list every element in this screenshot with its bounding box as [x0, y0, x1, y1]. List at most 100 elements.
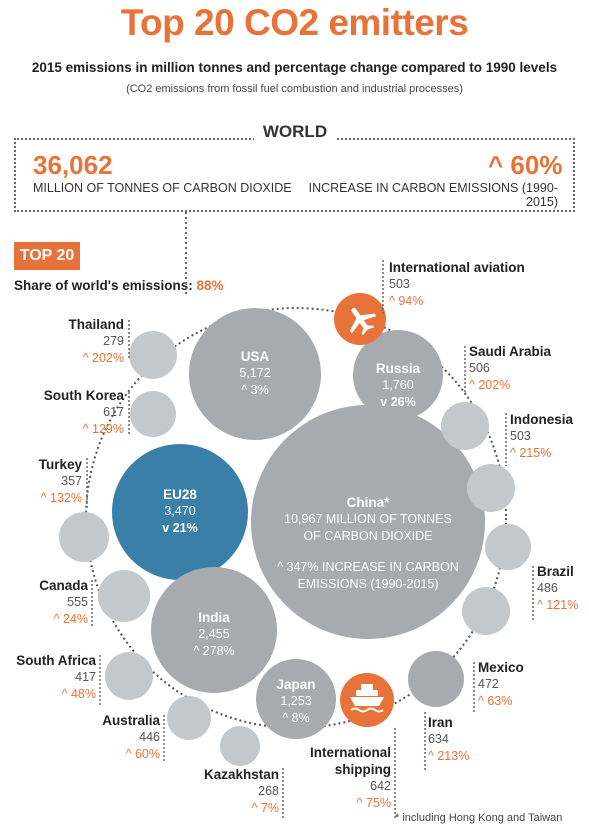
- brazil-change: ^ 121%: [537, 598, 579, 612]
- saudi-arabia-label: Saudi Arabia 506 ^ 202%: [469, 343, 584, 394]
- aviation-name: International aviation: [389, 260, 525, 275]
- india-name: India: [198, 610, 230, 625]
- canada-value: 555: [67, 595, 88, 609]
- share-label: Share of world's emissions:: [14, 278, 193, 293]
- indonesia-value: 503: [510, 429, 531, 443]
- japan-bubble: [256, 659, 336, 739]
- share-value: 88%: [196, 278, 224, 293]
- world-emissions-value: 36,062: [33, 150, 113, 180]
- iran-change: ^ 213%: [428, 749, 470, 763]
- mexico-value: 472: [478, 677, 499, 691]
- shipping-value: 642: [370, 779, 391, 793]
- turkey-label: Turkey 357 ^ 132%: [10, 456, 82, 507]
- australia-bubble: [167, 696, 211, 740]
- share-of-world-emissions: Share of world's emissions: 88%: [14, 278, 224, 293]
- iran-value: 634: [428, 732, 449, 746]
- saudi-arabia-bubble: [441, 402, 489, 450]
- brazil-name: Brazil: [537, 564, 574, 579]
- saudi-arabia-change: ^ 202%: [469, 378, 511, 392]
- indonesia-change: ^ 215%: [510, 446, 552, 460]
- iran-bubble: [408, 651, 464, 707]
- russia-value: 1,760: [382, 378, 414, 392]
- thailand-value: 279: [103, 334, 124, 348]
- china-bubble: [251, 405, 485, 639]
- south-korea-bubble: [130, 391, 176, 437]
- brazil-bubble: [485, 524, 531, 570]
- china-name: China*: [346, 495, 390, 510]
- infographic-title: Top 20 CO2 emitters: [120, 2, 469, 43]
- eu28-value: 3,470: [164, 504, 196, 518]
- canada-bubble: [98, 570, 150, 622]
- shipping-change: ^ 75%: [356, 796, 391, 810]
- shipping-label: International shipping 642 ^ 75%: [290, 744, 391, 812]
- saudi-arabia-name: Saudi Arabia: [469, 344, 552, 359]
- eu28-bubble: [112, 444, 248, 580]
- usa-change: ^ 3%: [241, 383, 269, 397]
- china-line3: ^ 347% INCREASE IN CARBON: [277, 560, 459, 574]
- kazakhstan-label: Kazakhstan 268 ^ 7%: [170, 766, 279, 817]
- top20-badge: TOP 20: [14, 242, 80, 270]
- china-spacer: [273, 545, 463, 559]
- saudi-arabia-value: 506: [469, 361, 490, 375]
- australia-change: ^ 60%: [125, 747, 160, 761]
- china-bubble-label: China* 10,967 MILLION OF TONNES OF CARBO…: [273, 494, 463, 593]
- turkey-change: ^ 132%: [40, 491, 82, 505]
- eu28-name: EU28: [163, 487, 197, 502]
- thailand-label: Thailand 279 ^ 202%: [40, 316, 124, 367]
- source-note: (CO2 emissions from fossil fuel combusti…: [126, 83, 463, 95]
- japan-value: 1,253: [280, 694, 312, 708]
- footnote: * including Hong Kong and Taiwan: [395, 812, 563, 824]
- airplane-icon: [350, 307, 377, 336]
- kazakhstan-name: Kazakhstan: [203, 767, 279, 782]
- australia-label: Australia 446 ^ 60%: [70, 712, 160, 763]
- ship-icon: [350, 684, 384, 713]
- japan-name: Japan: [276, 677, 316, 692]
- world-label: WORLD: [254, 122, 336, 142]
- canada-name: Canada: [39, 578, 88, 593]
- aviation-change: ^ 94%: [389, 294, 424, 308]
- mexico-label: Mexico 472 ^ 63%: [478, 659, 558, 710]
- japan-bubble-label: Japan 1,253 ^ 8%: [261, 676, 331, 727]
- china-line4: EMISSIONS (1990-2015): [297, 577, 439, 591]
- world-change-label: INCREASE IN CARBON EMISSIONS (1990-2015): [308, 181, 558, 209]
- usa-name: USA: [240, 349, 270, 364]
- indonesia-name: Indonesia: [510, 412, 574, 427]
- indonesia-label: Indonesia 503 ^ 215%: [510, 411, 586, 462]
- russia-bubble-label: Russia 1,760 v 26%: [363, 360, 433, 411]
- shipping-name: International: [309, 745, 391, 760]
- thailand-bubble: [129, 331, 177, 379]
- aviation-label: International aviation 503 ^ 94%: [389, 259, 579, 310]
- south-africa-name: South Africa: [16, 653, 96, 668]
- mexico-change: ^ 63%: [478, 694, 513, 708]
- iran-label: Iran 634 ^ 213%: [428, 714, 498, 765]
- south-africa-bubble: [105, 652, 153, 700]
- japan-change: ^ 8%: [282, 711, 310, 725]
- russia-name: Russia: [375, 361, 421, 376]
- china-line2: OF CARBON DIOXIDE: [303, 529, 433, 543]
- kazakhstan-value: 268: [258, 784, 279, 798]
- india-bubble: [151, 567, 277, 693]
- canada-change: ^ 24%: [53, 612, 88, 626]
- india-change: ^ 278%: [193, 644, 235, 658]
- thailand-change: ^ 202%: [82, 351, 124, 365]
- shipping-name-line2: shipping: [334, 762, 391, 777]
- brazil-value: 486: [537, 581, 558, 595]
- indonesia-bubble: [467, 464, 515, 512]
- mexico-bubble: [462, 587, 510, 635]
- usa-bubble: [189, 308, 321, 440]
- dotted-ring: [85, 307, 507, 729]
- world-emissions-unit: MILLION OF TONNES OF CARBON DIOXIDE: [33, 181, 292, 195]
- eu28-bubble-label: EU28 3,470 v 21%: [140, 486, 220, 537]
- turkey-value: 357: [61, 474, 82, 488]
- mexico-name: Mexico: [478, 660, 524, 675]
- eu28-change: v 21%: [162, 521, 198, 535]
- india-value: 2,455: [198, 627, 230, 641]
- china-line1: 10,967 MILLION OF TONNES: [284, 512, 452, 526]
- leader-lines: [86, 260, 534, 818]
- aviation-value: 503: [389, 277, 410, 291]
- world-change-value: ^ 60%: [488, 150, 563, 180]
- south-korea-value: 617: [103, 405, 124, 419]
- turkey-name: Turkey: [38, 457, 82, 472]
- brazil-label: Brazil 486 ^ 121%: [537, 563, 587, 614]
